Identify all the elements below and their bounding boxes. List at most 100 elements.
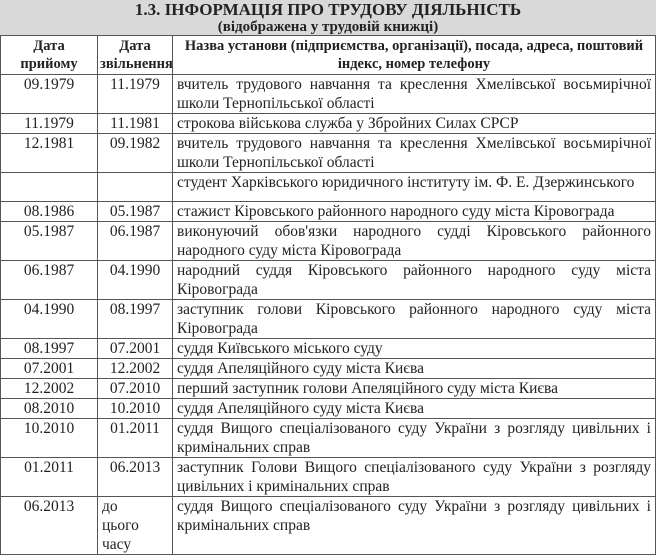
start-date: 06.1987: [0, 260, 98, 300]
table-row: 06.2013 до цього часу суддя Вищого спеціал…: [0, 496, 656, 555]
subtitle: (відображена у трудовій книжці): [217, 19, 439, 35]
organization: суддя Апеляційного суду міста Києва: [172, 398, 656, 419]
header-organization: Назва установи (підприємства, організаці…: [172, 35, 656, 75]
table-row: 08.2010 10.2010 суддя Апеляційного суду мі…: [0, 398, 656, 419]
start-date: 08.2010: [0, 398, 98, 419]
start-date: 05.1987: [0, 221, 98, 261]
start-date: 12.2002: [0, 378, 98, 399]
table-row: 09.1979 11.1979 вчитель трудового навчання…: [0, 74, 656, 114]
end-date: 01.2011: [97, 418, 173, 458]
organization: суддя Вищого спеціалізованого суду Украї…: [172, 496, 656, 555]
organization-text: вчитель трудового навчання та креслення …: [177, 135, 651, 171]
end-date-text: 04.1990: [109, 262, 161, 279]
end-date-text: 10.2010: [109, 400, 161, 417]
end-date: 06.2013: [97, 457, 173, 497]
organization: вчитель трудового навчання та креслення …: [172, 133, 656, 173]
organization: народний суддя Кіровського районного нар…: [172, 260, 656, 300]
organization-text: стажист Кіровського районного народного …: [177, 203, 615, 220]
start-date: 09.1979: [0, 74, 98, 114]
end-date-text: 01.2011: [110, 420, 160, 437]
organization: суддя Київського міського суду: [172, 338, 656, 359]
end-date-text: 08.1997: [109, 301, 161, 318]
start-date-text: 12.1981: [23, 135, 75, 152]
header-end-date: Дата звільнення: [97, 35, 173, 75]
table-row: 05.1987 06.1987 виконуючий обов'язки народ…: [0, 221, 656, 261]
end-date: 07.2001: [97, 338, 173, 359]
start-date-text: 05.1987: [23, 223, 75, 240]
table-row: 08.1997 07.2001 суддя Київського міського …: [0, 338, 656, 359]
start-date: 12.1981: [0, 133, 98, 173]
end-date-text: 11.1981: [110, 115, 160, 132]
end-date: 10.2010: [97, 398, 173, 419]
organization: суддя Вищого спеціалізованого суду Украї…: [172, 418, 656, 458]
start-date: 07.2001: [0, 358, 98, 379]
end-date-text: 07.2001: [109, 340, 161, 357]
table-row: 08.1986 05.1987 стажист Кіровського районн…: [0, 201, 656, 222]
table-row: 12.1981 09.1982 вчитель трудового навчання…: [0, 133, 656, 173]
organization: студент Харківського юридичного інститут…: [172, 172, 656, 202]
start-date: 09.1982: [0, 172, 98, 202]
start-date-text: 11.1979: [24, 115, 74, 132]
organization-text: виконуючий обов'язки народного судді Кір…: [177, 223, 651, 259]
end-date: 04.1990: [97, 260, 173, 300]
organization: вчитель трудового навчання та креслення …: [172, 74, 656, 114]
title: 1.3. ІНФОРМАЦІЯ ПРО ТРУДОВУ ДІЯЛЬНІСТЬ: [134, 0, 522, 19]
table-row: 11.1979 11.1981 строкова військова служба …: [0, 113, 656, 134]
table-row: 01.2011 06.2013 заступник Голови Вищого сп…: [0, 457, 656, 497]
end-date-text: 09.1982: [109, 135, 161, 152]
table-row: 07.2001 12.2002 суддя Апеляційного суду мі…: [0, 358, 656, 379]
end-date-text: 12.2002: [109, 360, 161, 377]
start-date: 08.1997: [0, 338, 98, 359]
start-date: 01.2011: [0, 457, 98, 497]
organization-text: суддя Апеляційного суду міста Києва: [177, 400, 424, 417]
end-date: 07.2010: [97, 378, 173, 399]
start-date-text: 08.1997: [23, 340, 75, 357]
start-date: 08.1986: [0, 201, 98, 222]
end-date: 09.1982: [97, 133, 173, 173]
end-date: 12.2002: [97, 358, 173, 379]
organization-text: заступник голови Кіровського районного н…: [177, 301, 651, 337]
header-start-date: Дата прийому: [0, 35, 98, 75]
section-title: 1.3. ІНФОРМАЦІЯ ПРО ТРУДОВУ ДІЯЛЬНІСТЬ (…: [0, 0, 656, 35]
organization-text: заступник Голови Вищого спеціалізованого…: [177, 459, 651, 495]
start-date-text: 07.2001: [23, 360, 75, 377]
table-header: Дата прийому Дата звільнення Назва устан…: [0, 35, 656, 75]
start-date: 10.2010: [0, 418, 98, 458]
organization: суддя Апеляційного суду міста Києва: [172, 358, 656, 379]
organization: виконуючий обов'язки народного судді Кір…: [172, 221, 656, 261]
start-date-text: 12.2002: [23, 380, 75, 397]
start-date-text: 08.1986: [23, 203, 75, 220]
table-row: 12.2002 07.2010 перший заступник голови Ап…: [0, 378, 656, 399]
organization-text: суддя Апеляційного суду міста Києва: [177, 360, 424, 377]
end-date: 11.1979: [97, 74, 173, 114]
end-date: 07.1986: [97, 172, 173, 202]
start-date-text: 06.2013: [23, 498, 75, 515]
start-date-text: 08.2010: [23, 400, 75, 417]
organization: строкова військова служба у Збройних Сил…: [172, 113, 656, 134]
end-date-text: 06.2013: [109, 459, 161, 476]
organization-text: суддя Київського міського суду: [177, 340, 383, 357]
organization: стажист Кіровського районного народного …: [172, 201, 656, 222]
end-date: 05.1987: [97, 201, 173, 222]
end-date-text: до цього часу: [102, 498, 139, 553]
start-date-text: 06.1987: [23, 262, 75, 279]
end-date-text: 06.1987: [109, 223, 161, 240]
end-date-text: 07.2010: [109, 380, 161, 397]
organization: заступник Голови Вищого спеціалізованого…: [172, 457, 656, 497]
start-date: 11.1979: [0, 113, 98, 134]
end-date: до цього часу: [97, 496, 173, 555]
start-date-text: 09.1982: [5, 173, 93, 178]
organization-text: суддя Вищого спеціалізованого суду Украї…: [177, 420, 651, 456]
organization: перший заступник голови Апеляційного суд…: [172, 378, 656, 399]
end-date-text: 07.1986: [102, 173, 168, 178]
table-row: 04.1990 08.1997 заступник голови Кіровсько…: [0, 299, 656, 339]
organization-text: вчитель трудового навчання та креслення …: [177, 76, 651, 112]
end-date: 11.1981: [97, 113, 173, 134]
organization: заступник голови Кіровського районного н…: [172, 299, 656, 339]
table-row: 06.1987 04.1990 народний суддя Кіровського…: [0, 260, 656, 300]
organization-text: народний суддя Кіровського районного нар…: [177, 262, 651, 298]
start-date-text: 10.2010: [23, 420, 75, 437]
start-date-text: 04.1990: [23, 301, 75, 318]
employment-table: Дата прийому Дата звільнення Назва устан…: [0, 35, 656, 555]
start-date: 06.2013: [0, 496, 98, 555]
